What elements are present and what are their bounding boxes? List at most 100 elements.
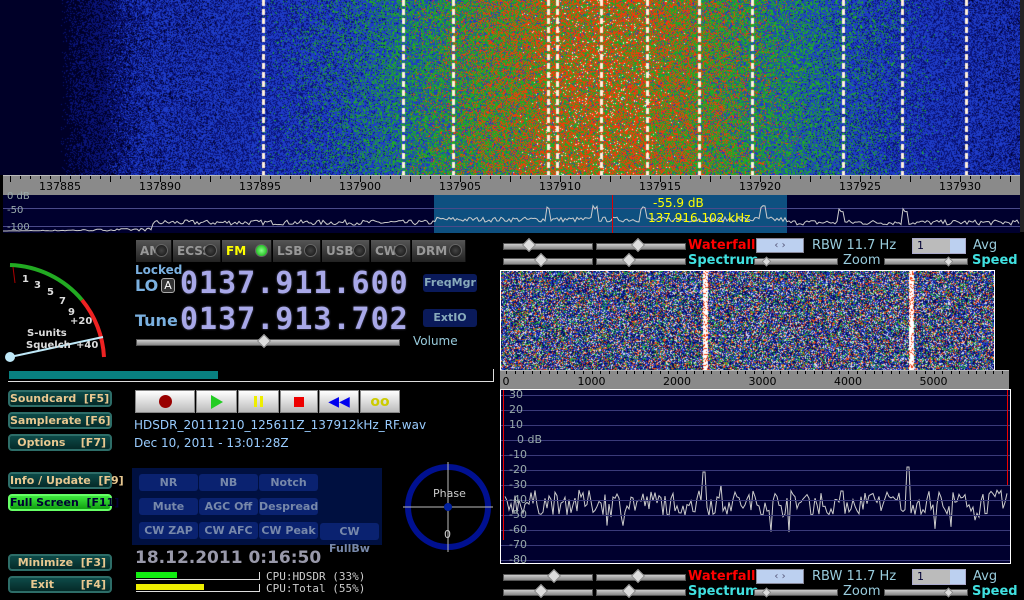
freqmgr-button[interactable]: FreqMgr: [423, 274, 477, 292]
tick-mark: [840, 176, 841, 179]
slider-knob[interactable]: [761, 587, 772, 598]
filter-edge-high[interactable]: [1007, 390, 1008, 485]
tick-mark: [620, 176, 621, 179]
level-slider[interactable]: [503, 252, 593, 268]
chevron-down-icon[interactable]: [950, 570, 965, 584]
tick-mark: [180, 176, 181, 179]
side-button-6[interactable]: Exit [F4]: [8, 576, 112, 593]
grid-line: [501, 560, 1010, 561]
tick-mark: [190, 176, 191, 179]
mode-button-fm[interactable]: FM: [222, 240, 272, 262]
level-slider[interactable]: [503, 568, 593, 584]
side-button-0[interactable]: Soundcard [F5]: [8, 390, 112, 407]
zoom-slider[interactable]: [754, 587, 838, 598]
record-button[interactable]: [135, 390, 195, 413]
rewind-button[interactable]: ◀◀: [319, 390, 359, 413]
chevron-down-icon[interactable]: [950, 239, 965, 253]
audio-frequency-axis[interactable]: 0 1000 2000 3000 4000 5000: [500, 370, 1009, 389]
mode-button-lsb[interactable]: LSB: [273, 240, 321, 262]
tick-mark: [90, 176, 91, 179]
slider-knob[interactable]: [521, 237, 536, 253]
volume-slider[interactable]: [136, 333, 400, 349]
level-slider[interactable]: [596, 237, 686, 253]
pause-button[interactable]: [238, 390, 279, 413]
level-slider[interactable]: [503, 583, 593, 599]
grid-line: [501, 485, 1010, 486]
slider-knob[interactable]: [533, 252, 548, 268]
audio-spectrum[interactable]: 30 20 10 0 dB -10 -20 -30 -40 -50 -60 -70 -80: [500, 388, 1011, 566]
slider-knob[interactable]: [621, 583, 637, 599]
rbw-stepper[interactable]: ‹ ›: [756, 238, 804, 253]
tick-mark: [940, 176, 941, 179]
tick-mark: [710, 176, 711, 182]
dsp-button-agc-off[interactable]: AGC Off: [199, 498, 258, 515]
s-meter[interactable]: [0, 255, 130, 375]
zoom-label: Zoom: [843, 584, 881, 599]
slider-knob[interactable]: [621, 252, 637, 268]
lo-lock-button[interactable]: A: [161, 278, 175, 293]
tick-mark: [860, 176, 861, 182]
dsp-button-cw-afc[interactable]: CW AFC: [199, 522, 258, 539]
tick-mark: [967, 371, 969, 374]
tick-mark: [900, 176, 901, 179]
side-button-5[interactable]: Minimize [F3]: [8, 554, 112, 571]
speed-slider[interactable]: [884, 256, 968, 267]
filter-edge-low[interactable]: [503, 390, 504, 540]
main-waterfall[interactable]: [0, 0, 1020, 175]
main-spectrum[interactable]: 0 dB -50 -100 -55.9 dB 137.916.102 kHz: [3, 191, 1020, 233]
level-slider[interactable]: [503, 237, 593, 253]
frequency-axis[interactable]: 137885 137890 137895 137900 137905 137910 1379…: [3, 175, 1020, 195]
tick-mark: [651, 371, 653, 374]
slider-knob[interactable]: [761, 256, 772, 267]
smeter-label: S-units: [27, 328, 67, 339]
tune-marker[interactable]: [612, 195, 613, 233]
dsp-button-cw-zap[interactable]: CW ZAP: [139, 522, 198, 539]
mode-label: USB: [326, 244, 354, 258]
smeter-scale-label: 1: [22, 274, 29, 285]
scrollbar[interactable]: [1020, 0, 1024, 232]
tick-mark: [790, 176, 791, 179]
extio-button[interactable]: ExtIO: [423, 309, 477, 327]
stop-button[interactable]: [280, 390, 318, 413]
side-button-2[interactable]: Options [F7]: [8, 434, 112, 451]
zoom-slider[interactable]: [754, 256, 838, 267]
level-slider[interactable]: [596, 583, 686, 599]
tick-mark: [642, 371, 644, 374]
side-button-4[interactable]: Full Screen [F11]: [8, 494, 120, 511]
slider-knob[interactable]: [533, 583, 548, 599]
tick-mark: [685, 371, 687, 374]
mode-button-cw[interactable]: CW: [371, 240, 411, 262]
level-slider[interactable]: [596, 252, 686, 268]
playback-position-bar[interactable]: [8, 369, 494, 382]
dsp-button-notch[interactable]: Notch: [259, 474, 318, 491]
play-button[interactable]: [196, 390, 237, 413]
rbw-stepper[interactable]: ‹ ›: [756, 569, 804, 584]
slider-knob[interactable]: [546, 568, 562, 584]
mode-button-drm[interactable]: DRM: [412, 240, 466, 262]
mode-button-usb[interactable]: USB: [322, 240, 370, 262]
slider-knob[interactable]: [943, 256, 954, 267]
lo-frequency[interactable]: 0137.911.600: [180, 266, 409, 301]
mode-button-ecss[interactable]: ECSS: [173, 240, 221, 262]
slider-knob[interactable]: [630, 237, 646, 253]
dsp-button-cw-peak[interactable]: CW Peak: [259, 522, 318, 539]
dsp-button-despread[interactable]: Despread: [259, 498, 319, 515]
tick-mark: [970, 176, 971, 179]
loop-button[interactable]: oo: [360, 390, 400, 413]
tick-mark: [260, 176, 261, 182]
dsp-button-mute[interactable]: Mute: [139, 498, 198, 515]
audio-waterfall[interactable]: [500, 270, 995, 372]
tick-mark: [270, 176, 271, 179]
tune-frequency[interactable]: 0137.913.702: [180, 302, 409, 337]
dsp-button-nr[interactable]: NR: [139, 474, 198, 491]
level-slider[interactable]: [596, 568, 686, 584]
tick-mark: [753, 371, 755, 374]
mode-button-am[interactable]: AM: [136, 240, 172, 262]
side-button-1[interactable]: Samplerate [F6]: [8, 412, 112, 429]
speed-slider[interactable]: [884, 587, 968, 598]
dsp-button-nb[interactable]: NB: [199, 474, 258, 491]
slider-knob[interactable]: [630, 568, 646, 584]
dsp-button-cw-fullbw[interactable]: CW FullBw: [320, 523, 379, 555]
side-button-3[interactable]: Info / Update [F9]: [8, 472, 124, 489]
slider-knob[interactable]: [943, 587, 954, 598]
